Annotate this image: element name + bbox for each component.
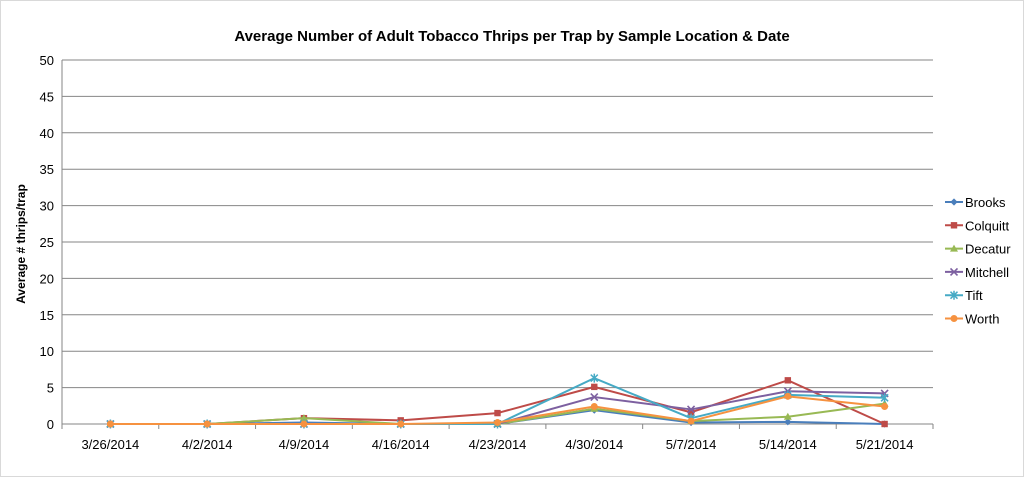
data-point-worth bbox=[687, 417, 695, 425]
data-point-colquitt bbox=[591, 383, 598, 391]
data-point-worth bbox=[881, 403, 889, 411]
data-point-worth bbox=[784, 392, 792, 400]
legend-marker-tift bbox=[949, 290, 959, 300]
x-tick-label: 4/30/2014 bbox=[565, 437, 623, 452]
data-point-worth bbox=[494, 419, 501, 427]
legend-marker-mitchell bbox=[949, 267, 959, 276]
legend-item-worth: Worth bbox=[945, 312, 999, 327]
x-tick-label: 4/9/2014 bbox=[279, 437, 330, 452]
legend-label-decatur: Decatur bbox=[965, 242, 1011, 257]
data-point-worth bbox=[397, 420, 405, 428]
data-point-colquitt bbox=[881, 420, 888, 428]
y-tick-label: 20 bbox=[40, 271, 54, 286]
legend-label-worth: Worth bbox=[965, 312, 999, 327]
x-tick-label: 4/23/2014 bbox=[469, 437, 527, 452]
y-tick-label: 15 bbox=[40, 308, 54, 323]
legend-marker-decatur bbox=[950, 244, 958, 252]
data-point-worth bbox=[590, 403, 598, 411]
chart-title: Average Number of Adult Tobacco Thrips p… bbox=[234, 28, 789, 45]
y-tick-label: 35 bbox=[40, 162, 54, 177]
x-tick-label: 5/21/2014 bbox=[856, 437, 914, 452]
data-point-tift bbox=[590, 373, 599, 383]
data-point-decatur bbox=[299, 414, 308, 422]
y-tick-label: 30 bbox=[40, 199, 54, 214]
y-tick-label: 5 bbox=[47, 381, 54, 396]
y-tick-label: 25 bbox=[40, 235, 54, 250]
legend-marker-worth bbox=[950, 315, 958, 322]
data-point-brooks bbox=[784, 418, 792, 426]
x-tick-label: 5/7/2014 bbox=[666, 437, 717, 452]
legend-label-brooks: Brooks bbox=[965, 195, 1006, 210]
data-point-worth bbox=[203, 420, 211, 428]
data-point-worth bbox=[300, 420, 308, 428]
data-point-colquitt bbox=[494, 409, 501, 417]
legend-marker-colquitt bbox=[950, 222, 958, 229]
gridlines bbox=[62, 59, 933, 389]
legend-label-mitchell: Mitchell bbox=[965, 265, 1009, 280]
data-point-worth bbox=[106, 420, 114, 428]
data-point-mitchell bbox=[686, 405, 696, 414]
legend-label-tift: Tift bbox=[965, 288, 983, 303]
legend-item-mitchell: Mitchell bbox=[945, 265, 1009, 280]
data-point-colquitt bbox=[687, 409, 695, 416]
x-tick-label: 4/2/2014 bbox=[182, 437, 233, 452]
y-tick-label: 40 bbox=[40, 126, 54, 141]
x-tick-label: 4/16/2014 bbox=[372, 437, 430, 452]
y-tick-label: 10 bbox=[40, 344, 54, 359]
x-tick-label: 5/14/2014 bbox=[759, 437, 817, 452]
y-tick-label: 50 bbox=[40, 53, 54, 68]
data-point-tift bbox=[880, 393, 889, 403]
y-axis-label: Average # thrips/trap bbox=[14, 184, 28, 304]
data-point-colquitt bbox=[784, 377, 792, 384]
x-tick-label: 3/26/2014 bbox=[81, 437, 139, 452]
legend-item-colquitt: Colquitt bbox=[945, 218, 1009, 233]
legend-item-brooks: Brooks bbox=[945, 195, 1006, 210]
y-tick-label: 0 bbox=[47, 417, 54, 432]
axes: 0 5 10 15 20 25 30 35 40 45 50 3/26/2014 4/2/2014 4/9… bbox=[40, 53, 934, 452]
data-point-mitchell bbox=[590, 392, 599, 402]
series-lines bbox=[106, 373, 889, 429]
legend: Brooks Colquitt Decatur Mitchell Tift Worth bbox=[945, 195, 1011, 327]
legend-label-colquitt: Colquitt bbox=[965, 218, 1009, 233]
legend-marker-brooks bbox=[950, 198, 958, 206]
y-tick-label: 45 bbox=[40, 89, 54, 104]
series-worth bbox=[106, 392, 889, 428]
legend-item-tift: Tift bbox=[945, 288, 983, 303]
data-point-decatur bbox=[783, 412, 792, 420]
legend-item-decatur: Decatur bbox=[945, 242, 1011, 257]
